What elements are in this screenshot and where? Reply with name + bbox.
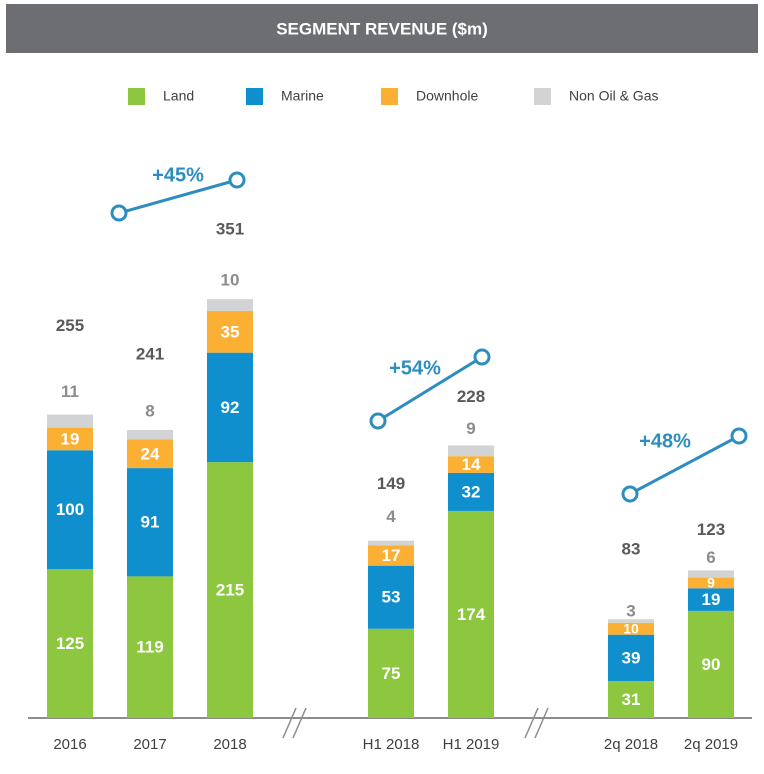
bar-segment <box>448 456 494 473</box>
x-tick-label: 2016 <box>53 736 86 753</box>
value-label: 125 <box>56 634 84 653</box>
bar-segment <box>688 588 734 611</box>
bar-segment <box>688 610 734 718</box>
bar-segment <box>608 622 654 635</box>
growth-line <box>377 355 483 423</box>
value-label: 11 <box>61 382 79 401</box>
bar-segment <box>47 427 93 451</box>
bar-segment <box>448 510 494 718</box>
bar-segment <box>207 311 253 353</box>
value-label: 10 <box>221 271 240 290</box>
value-label: 10 <box>623 620 639 636</box>
growth-marker <box>730 427 748 445</box>
x-tick-label: H1 2018 <box>363 736 420 753</box>
x-tick-label: 2017 <box>133 736 166 753</box>
value-label: 174 <box>457 605 486 624</box>
value-label: 19 <box>61 429 80 448</box>
bar-segment <box>127 576 173 718</box>
bar-segment <box>47 414 93 428</box>
value-label: 119 <box>136 638 163 657</box>
value-label: 75 <box>382 664 401 683</box>
value-label: 90 <box>702 655 721 674</box>
value-label: 8 <box>145 402 154 421</box>
bar-segment <box>448 445 494 457</box>
value-label: 35 <box>221 322 240 341</box>
bar-segment <box>127 468 173 577</box>
bar-segment <box>608 681 654 718</box>
legend-label: Downhole <box>416 88 478 104</box>
growth-marker <box>621 485 639 503</box>
value-label: 215 <box>216 581 244 600</box>
growth-label: +48% <box>639 430 691 452</box>
growth-marker <box>473 348 491 366</box>
total-label: 241 <box>136 345 164 364</box>
axis-break <box>282 707 549 739</box>
legend-swatch <box>381 88 398 105</box>
growth-line <box>118 178 238 215</box>
bar-segment <box>47 569 93 718</box>
total-label: 228 <box>457 387 485 406</box>
value-label: 4 <box>386 507 396 526</box>
bar-segment <box>127 430 173 440</box>
growth-marker <box>369 412 387 430</box>
value-label: 14 <box>462 455 481 474</box>
value-label: 92 <box>221 398 240 417</box>
total-label: 149 <box>377 474 405 493</box>
bar-segment <box>207 462 253 718</box>
bar-segment <box>368 545 414 566</box>
value-label: 19 <box>702 590 721 609</box>
bar-segment <box>608 619 654 623</box>
bar-segment <box>688 570 734 578</box>
value-label: 31 <box>622 690 641 709</box>
x-tick-label: 2q 2019 <box>684 736 738 753</box>
bar-segment <box>368 628 414 718</box>
bar-segment <box>47 450 93 570</box>
total-label: 351 <box>216 220 244 239</box>
bar-segment <box>608 634 654 682</box>
title-bar <box>6 4 758 53</box>
value-label: 3 <box>626 602 635 621</box>
bar-segment <box>448 472 494 511</box>
growth-marker <box>228 171 246 189</box>
chart-title: SEGMENT REVENUE ($m) <box>276 19 488 38</box>
growth-label: +45% <box>152 164 204 186</box>
legend-label: Non Oil & Gas <box>569 88 658 104</box>
legend-label: Marine <box>281 88 324 104</box>
value-label: 9 <box>466 419 475 438</box>
bar-segment <box>207 352 253 463</box>
value-label: 6 <box>706 548 715 567</box>
legend-swatch <box>128 88 145 105</box>
total-label: 255 <box>56 316 84 335</box>
x-tick-label: H1 2019 <box>443 736 500 753</box>
growth-label: +54% <box>389 357 441 379</box>
x-tick-label: 2018 <box>213 736 246 753</box>
growth-line <box>629 434 740 496</box>
growth-marker <box>110 204 128 222</box>
x-tick-label: 2q 2018 <box>604 736 658 753</box>
value-label: 17 <box>382 546 401 565</box>
total-label: 123 <box>697 520 725 539</box>
value-label: 100 <box>56 500 84 519</box>
value-label: 91 <box>141 513 160 532</box>
total-label: 83 <box>622 540 641 559</box>
legend-label: Land <box>163 88 194 104</box>
value-label: 9 <box>707 575 715 591</box>
bar-segment <box>127 439 173 469</box>
bar-segment <box>368 565 414 629</box>
bar-segment <box>368 540 414 546</box>
value-label: 32 <box>462 482 481 501</box>
bar-segment <box>207 299 253 312</box>
legend-swatch <box>246 88 263 105</box>
value-label: 24 <box>141 444 160 463</box>
value-label: 39 <box>622 648 641 667</box>
legend-swatch <box>534 88 551 105</box>
value-label: 53 <box>382 588 401 607</box>
bar-segment <box>688 577 734 589</box>
